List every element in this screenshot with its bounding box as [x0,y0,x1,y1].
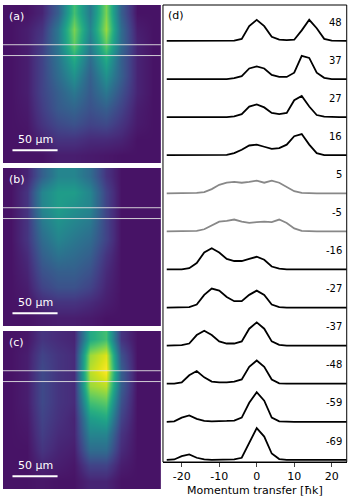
svg-text:(c): (c) [9,336,24,349]
svg-text:20: 20 [325,470,339,483]
svg-text:50 µm: 50 µm [18,133,53,146]
svg-text:-69: -69 [326,436,342,447]
svg-text:-48: -48 [326,359,342,370]
svg-text:-37: -37 [326,321,342,332]
svg-text:-59: -59 [326,397,342,408]
svg-text:-27: -27 [326,283,342,294]
svg-text:48: 48 [329,17,342,28]
svg-text:27: 27 [329,93,342,104]
svg-text:(d): (d) [168,9,184,22]
svg-text:-5: -5 [332,207,342,218]
svg-text:10: 10 [287,470,301,483]
svg-text:Momentum transfer [ħk]: Momentum transfer [ħk] [187,484,323,497]
svg-text:50 µm: 50 µm [18,459,53,472]
svg-text:(b): (b) [9,173,25,186]
svg-text:(a): (a) [9,10,24,23]
svg-text:5: 5 [336,169,342,180]
svg-text:-10: -10 [210,470,228,483]
svg-text:50 µm: 50 µm [18,296,53,309]
svg-text:-16: -16 [326,245,342,256]
svg-text:-20: -20 [173,470,191,483]
svg-text:16: 16 [329,131,342,142]
svg-text:0: 0 [253,470,260,483]
svg-text:37: 37 [329,55,342,66]
